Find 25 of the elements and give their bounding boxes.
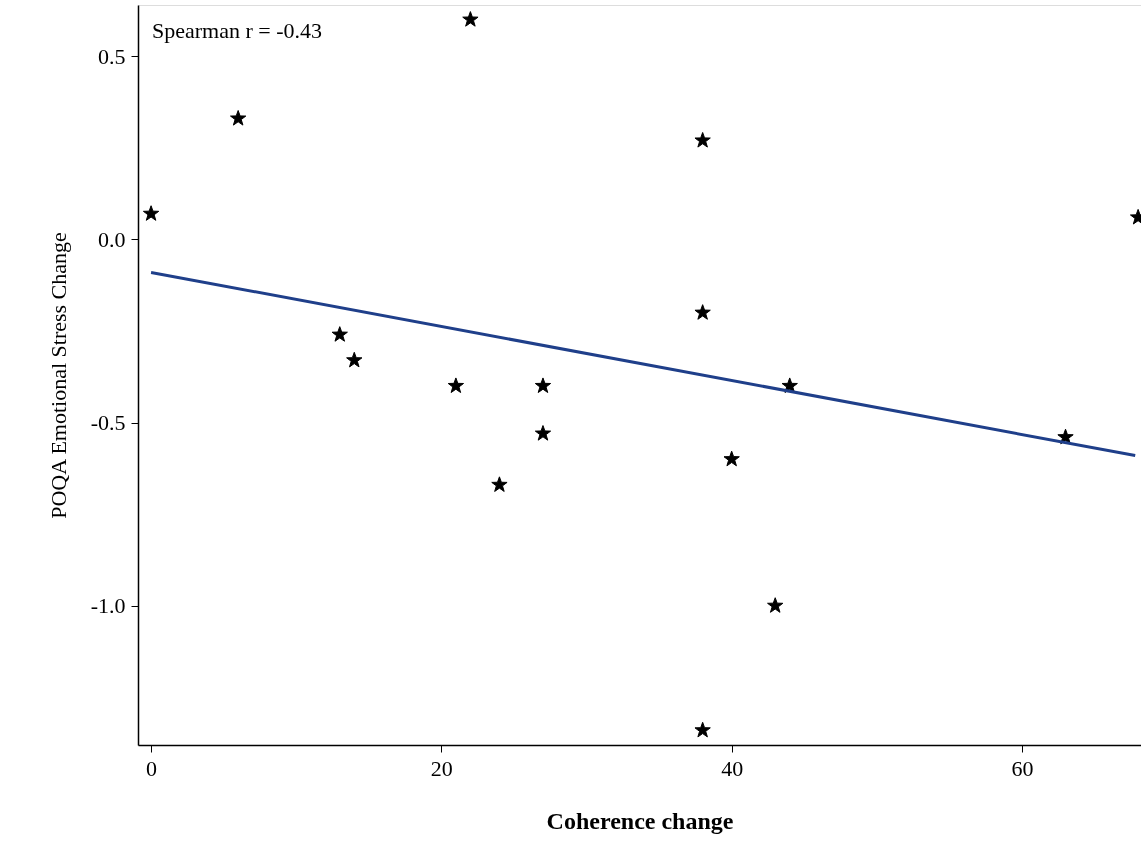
x-tick-label: 40 bbox=[721, 755, 744, 781]
y-tick-label: 0.5 bbox=[98, 43, 126, 69]
y-axis-title: POQA Emotional Stress Change bbox=[45, 232, 71, 519]
point bbox=[447, 377, 465, 394]
point bbox=[694, 721, 711, 738]
x-tick-label: 0 bbox=[146, 755, 158, 781]
point bbox=[767, 597, 784, 613]
x-tick-label: 60 bbox=[1011, 755, 1034, 781]
y-tick-label: -0.5 bbox=[90, 410, 126, 436]
y-tick-label: 0.0 bbox=[98, 226, 126, 252]
point bbox=[694, 131, 711, 148]
point bbox=[694, 304, 711, 320]
point bbox=[142, 205, 160, 221]
point bbox=[491, 476, 508, 492]
annotation: Spearman r = -0.43 bbox=[152, 18, 323, 43]
x-tick-label: 20 bbox=[430, 755, 453, 781]
point bbox=[723, 450, 740, 467]
point bbox=[331, 326, 348, 342]
y-tick-label: -1.0 bbox=[90, 593, 126, 619]
point bbox=[230, 110, 247, 126]
x-axis-title: Coherence change bbox=[546, 807, 734, 834]
point bbox=[346, 351, 363, 368]
point bbox=[462, 11, 479, 27]
point bbox=[534, 377, 552, 394]
point bbox=[534, 425, 552, 441]
